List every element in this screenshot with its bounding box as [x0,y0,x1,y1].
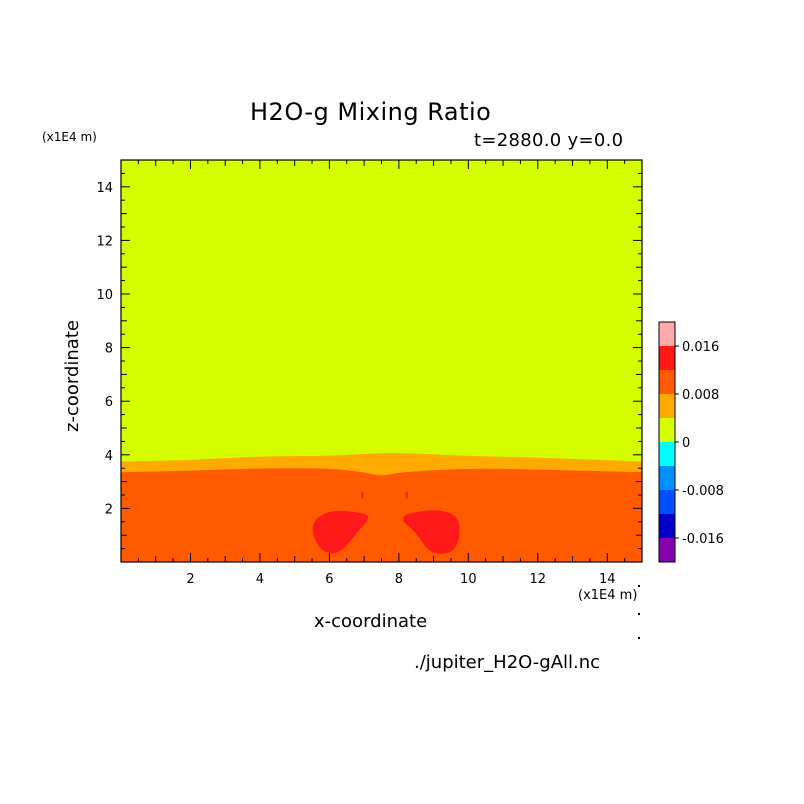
y-tick-label: 6 [105,395,113,410]
y-tick-label: 4 [105,449,113,464]
colorbar-label: 0.008 [682,388,719,403]
colorbar-swatch [659,538,675,563]
colorbar-swatch [659,322,675,347]
left-plume [312,510,369,554]
colorbar-swatch [659,418,675,443]
x-tick-label: 10 [460,572,477,587]
y-tick-label: 10 [96,288,113,303]
plume-filament [361,492,364,499]
x-tick-label: 14 [599,572,616,587]
colorbar-label: 0 [682,436,690,451]
colorbar-swatch [659,346,675,371]
marker-dot [638,637,640,639]
x-tick-label: 12 [530,572,547,587]
colorbar-label: -0.008 [682,484,724,499]
colorbar-swatch [659,394,675,419]
y-tick-label: 2 [105,502,113,517]
chart-title: H2O-g Mixing Ratio [250,98,492,126]
marker-dot [638,585,640,587]
y-tick-label: 14 [96,181,113,196]
y-tick-label: 12 [96,234,113,249]
x-tick-label: 8 [395,572,403,587]
x-axis-unit: (x1E4 m) [578,588,638,603]
y-axis-unit: (x1E4 m) [42,130,97,144]
colorbar-label: 0.016 [682,340,719,355]
colorbar-swatch [659,490,675,515]
right-plume [402,510,460,554]
y-tick-label: 8 [105,342,113,357]
x-tick-label: 2 [186,572,194,587]
colorbar-label: -0.016 [682,532,724,547]
colorbar-swatch [659,514,675,539]
source-file-label: ./jupiter_H2O-gAll.nc [414,652,601,673]
lower-region [121,468,642,562]
colorbar-swatch [659,466,675,491]
colorbar-swatch [659,370,675,395]
x-tick-label: 4 [256,572,264,587]
chart-subtitle: t=2880.0 y=0.0 [474,130,624,151]
marker-dot [638,613,640,615]
colorbar-swatch [659,442,675,467]
plume-filament [405,492,408,499]
x-axis-label: x-coordinate [314,611,428,632]
x-tick-label: 6 [325,572,333,587]
